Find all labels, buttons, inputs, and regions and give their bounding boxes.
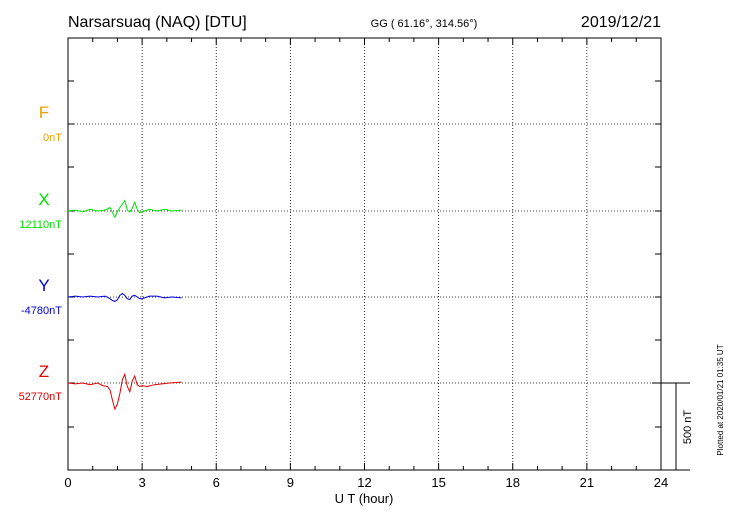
date-label: 2019/12/21 bbox=[581, 14, 661, 31]
x-ticks: 0 3 6 9 12 15 18 21 24 bbox=[64, 38, 668, 490]
x-tick-label: 24 bbox=[654, 475, 668, 490]
series-name-x: X bbox=[38, 190, 49, 209]
series-labels: F 0nT X 12110nT Y -4780nT Z 52770nT bbox=[19, 103, 63, 403]
coordinates: GG ( 61.16°, 314.56°) bbox=[371, 18, 478, 30]
series-lines bbox=[67, 199, 182, 411]
x-tick-label: 6 bbox=[213, 475, 220, 490]
series-baseline-z: 52770nT bbox=[19, 391, 63, 403]
series-name-z: Z bbox=[39, 362, 49, 381]
series-baseline-y: -4780nT bbox=[21, 305, 62, 317]
series-name-f: F bbox=[39, 103, 49, 122]
series-baseline-x: 12110nT bbox=[19, 219, 62, 231]
x-tick-label: 21 bbox=[580, 475, 594, 490]
series-line-x bbox=[67, 199, 182, 219]
x-tick-label: 18 bbox=[506, 475, 520, 490]
x-tick-label: 15 bbox=[431, 475, 445, 490]
x-axis-label: U T (hour) bbox=[335, 491, 394, 506]
grid bbox=[68, 38, 661, 470]
series-name-y: Y bbox=[38, 276, 49, 295]
station-title: Narsarsuaq (NAQ) [DTU] bbox=[68, 14, 247, 31]
series-line-z bbox=[67, 372, 182, 411]
scale-bar: 500 nT bbox=[652, 382, 694, 471]
plotted-timestamp: Plotted at 2020/01/21 01:35 UT bbox=[716, 344, 725, 455]
x-tick-label: 9 bbox=[287, 475, 294, 490]
x-tick-label: 0 bbox=[64, 475, 71, 490]
x-tick-label: 12 bbox=[357, 475, 371, 490]
series-baseline-f: 0nT bbox=[43, 132, 62, 144]
x-tick-label: 3 bbox=[139, 475, 146, 490]
scale-bar-label: 500 nT bbox=[682, 410, 694, 445]
series-line-y bbox=[67, 292, 182, 302]
